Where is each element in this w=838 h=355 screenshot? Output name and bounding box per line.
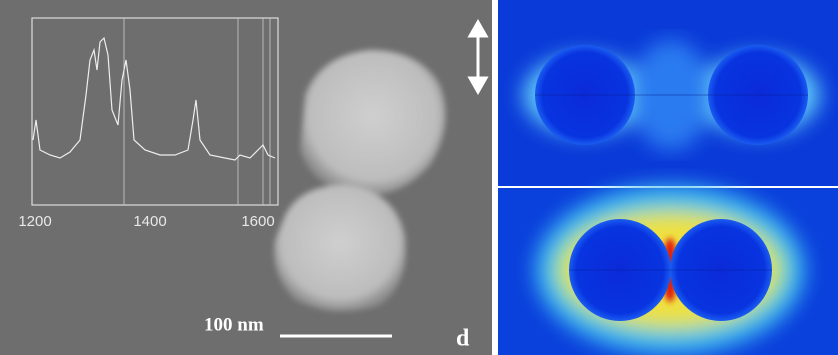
- panel-label: d: [456, 326, 470, 352]
- inset-x-tick-label: 1400: [133, 213, 166, 230]
- inset-x-tick-label: 1600: [241, 213, 274, 230]
- figure: 1200 1400 1600 100 nm d: [0, 0, 838, 355]
- sem-background: [0, 0, 492, 355]
- field-map-touching: [498, 185, 838, 355]
- inset-x-tick-label: 1200: [18, 213, 51, 230]
- field-map-separated: [498, 0, 838, 186]
- sem-panel: 1200 1400 1600 100 nm d: [0, 0, 492, 355]
- scale-bar-label: 100 nm: [204, 314, 264, 335]
